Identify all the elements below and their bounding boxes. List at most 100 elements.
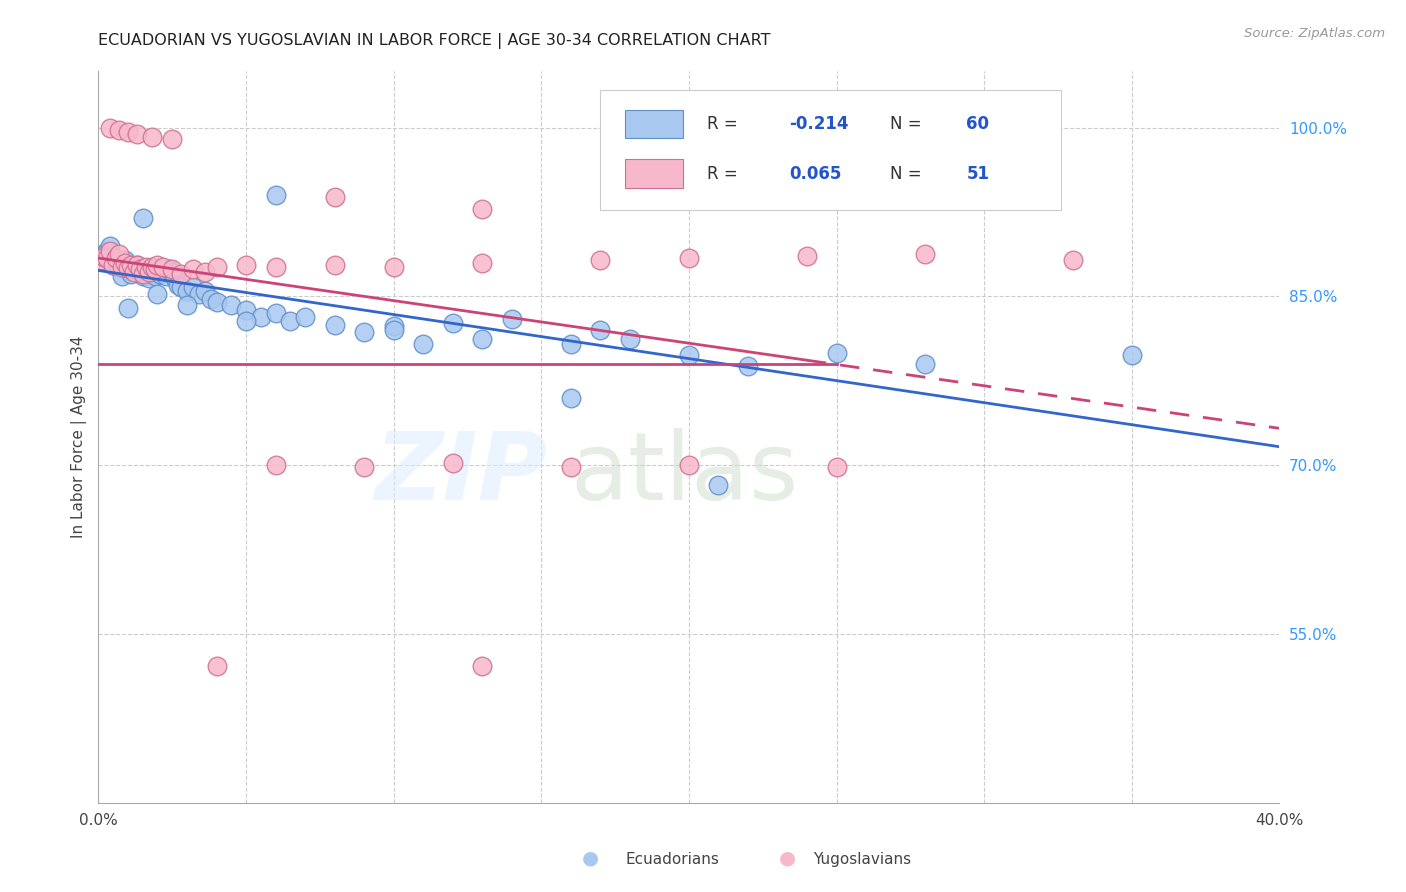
Point [796, 249, 818, 263]
Point [103, 258, 125, 272]
Point [264, 260, 287, 275]
Point [132, 211, 155, 225]
Point [117, 301, 139, 315]
Text: Yugoslavians: Yugoslavians [813, 852, 911, 867]
Text: 51: 51 [966, 165, 990, 183]
Point [141, 260, 163, 275]
Point [143, 269, 166, 284]
Point [194, 265, 217, 279]
Point [412, 336, 434, 351]
Point [471, 658, 494, 673]
Point [108, 123, 131, 137]
Point [132, 269, 155, 284]
Point [441, 456, 464, 470]
Point [264, 458, 287, 473]
Point [678, 348, 700, 362]
Point [619, 332, 641, 346]
Point [471, 202, 494, 216]
Point [103, 258, 125, 272]
Point [205, 658, 228, 673]
Text: R =: R = [707, 165, 742, 183]
Point [125, 258, 148, 272]
Point [560, 460, 582, 475]
Point [167, 278, 190, 293]
FancyBboxPatch shape [626, 110, 683, 138]
Point [143, 262, 166, 277]
Point [105, 251, 128, 265]
Point [155, 269, 177, 284]
Point [125, 128, 148, 142]
Point [152, 260, 174, 275]
Point [382, 318, 405, 333]
Point [141, 129, 163, 144]
Point [146, 262, 169, 277]
Point [323, 318, 346, 332]
Point [111, 260, 134, 275]
Point [471, 332, 494, 346]
Point [128, 262, 150, 277]
Point [165, 271, 187, 285]
Point [135, 260, 157, 275]
Point [589, 253, 612, 268]
Point [108, 246, 131, 260]
Point [141, 265, 163, 279]
Point [90, 253, 112, 268]
Point [353, 326, 375, 340]
Point [176, 284, 198, 298]
Point [108, 260, 131, 275]
Point [162, 262, 183, 277]
Point [146, 287, 169, 301]
Text: ●: ● [779, 848, 796, 867]
Point [132, 267, 155, 281]
Point [560, 391, 582, 405]
Text: R =: R = [707, 115, 742, 133]
Point [589, 323, 612, 337]
Point [125, 258, 148, 272]
Point [737, 359, 759, 374]
Text: atlas: atlas [571, 427, 799, 520]
Point [914, 357, 936, 371]
FancyBboxPatch shape [600, 90, 1062, 211]
Point [200, 292, 222, 306]
Point [323, 190, 346, 204]
Point [250, 310, 273, 324]
Point [170, 267, 193, 281]
Point [501, 312, 523, 326]
Point [96, 251, 118, 265]
Point [170, 280, 193, 294]
Point [128, 265, 150, 279]
Point [114, 255, 136, 269]
Point [235, 258, 257, 272]
Point [122, 265, 145, 279]
Point [825, 460, 848, 475]
Point [114, 253, 136, 268]
Point [205, 295, 228, 310]
Text: Source: ZipAtlas.com: Source: ZipAtlas.com [1244, 27, 1385, 40]
Point [122, 260, 145, 275]
Point [152, 265, 174, 279]
Point [278, 314, 302, 328]
Point [117, 261, 139, 276]
Text: 60: 60 [966, 115, 990, 133]
Point [176, 298, 198, 312]
Point [219, 298, 242, 312]
Point [117, 125, 139, 139]
Point [1121, 348, 1143, 362]
Point [471, 255, 494, 269]
Point [678, 458, 700, 473]
Point [90, 253, 112, 268]
Point [105, 255, 128, 269]
Text: N =: N = [890, 165, 921, 183]
Point [235, 314, 257, 328]
Point [264, 306, 287, 320]
Point [294, 310, 316, 324]
Point [205, 260, 228, 275]
Point [157, 262, 180, 277]
Point [162, 265, 183, 279]
Point [235, 302, 257, 317]
Point [98, 244, 121, 259]
Point [187, 287, 209, 301]
Point [441, 317, 464, 331]
Point [194, 284, 217, 298]
Point [135, 262, 157, 277]
